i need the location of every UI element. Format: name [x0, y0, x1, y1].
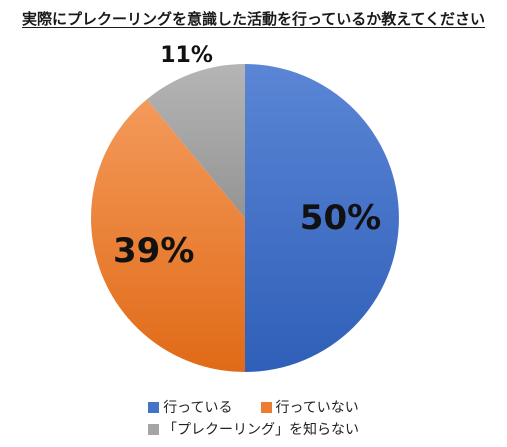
data-label-not-doing: 39% [113, 231, 194, 271]
chart-legend: 行っている 行っていない 「プレクーリング」を知らない [0, 396, 507, 440]
legend-label-unknown: 「プレクーリング」を知らない [163, 422, 359, 438]
legend-swatch-unknown [148, 423, 159, 435]
legend-item-unknown: 「プレクーリング」を知らない [148, 419, 359, 439]
pie-slice-not-doing [91, 99, 245, 373]
legend-swatch-doing [148, 401, 160, 413]
legend-row-1: 行っている 行っていない [0, 396, 507, 418]
chart-title: 実際にプレクーリングを意識した活動を行っているか教えてください [21, 10, 486, 28]
pie-slice-doing [245, 64, 399, 372]
legend-label-doing: 行っている [163, 400, 233, 416]
pie-slice-unknown [146, 64, 245, 218]
legend-item-not-doing: 行っていない [260, 397, 359, 417]
legend-label-not-doing: 行っていない [275, 400, 359, 416]
legend-row-2: 「プレクーリング」を知らない [0, 418, 507, 440]
data-label-doing: 50% [300, 198, 381, 238]
legend-item-doing: 行っている [148, 397, 233, 417]
data-label-unknown: 11% [160, 43, 213, 68]
legend-swatch-not-doing [260, 401, 272, 413]
pie-chart: 50% 39% 11% [91, 43, 399, 373]
